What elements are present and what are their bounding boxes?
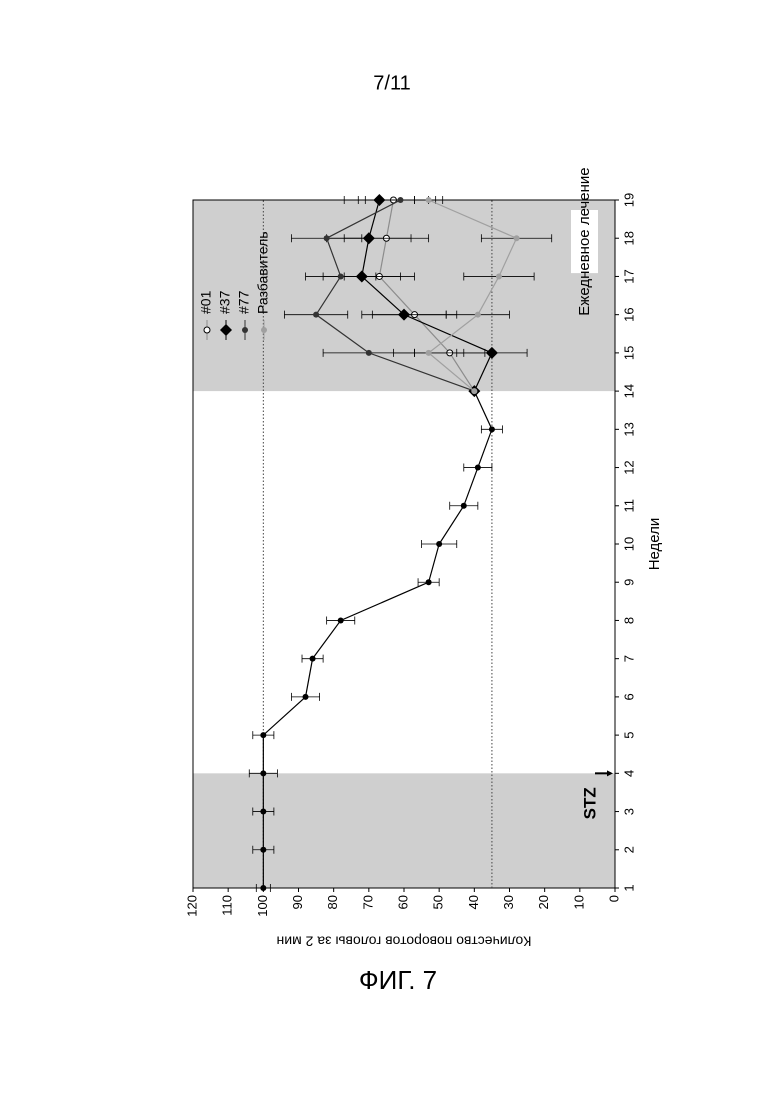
x-axis-title: Недели — [646, 518, 663, 571]
y-tick-label: 80 — [325, 895, 340, 909]
point — [310, 656, 316, 662]
point — [338, 273, 344, 279]
y-tick-label: 110 — [220, 895, 235, 916]
y-tick-label: 120 — [184, 895, 199, 917]
point — [260, 770, 266, 776]
x-tick-label: 5 — [621, 731, 636, 738]
point — [397, 197, 403, 203]
point — [475, 465, 481, 471]
x-tick-label: 7 — [621, 655, 636, 662]
point — [489, 426, 495, 432]
legend-marker — [242, 327, 248, 333]
y-tick-label: 70 — [360, 895, 375, 909]
x-tick-label: 18 — [621, 231, 636, 245]
legend-marker — [204, 327, 210, 333]
x-tick-label: 12 — [621, 460, 636, 474]
rotated-chart: 0102030405060708090100110120123456789101… — [184, 167, 663, 949]
x-tick-label: 13 — [621, 422, 636, 436]
annotation: STZ — [580, 787, 599, 819]
y-tick-label: 60 — [395, 895, 410, 909]
y-tick-label: 20 — [536, 895, 551, 909]
point — [366, 350, 372, 356]
point — [426, 350, 432, 356]
point — [475, 312, 481, 318]
point — [313, 312, 319, 318]
legend-label: #37 — [217, 290, 233, 314]
x-tick-label: 15 — [621, 346, 636, 360]
legend-label: Разбавитель — [255, 231, 271, 314]
point — [436, 541, 442, 547]
y-tick-label: 30 — [501, 895, 516, 909]
point — [461, 503, 467, 509]
x-tick-label: 3 — [621, 808, 636, 815]
region-label: Ежедневное лечение — [576, 167, 593, 315]
point — [260, 732, 266, 738]
x-tick-label: 8 — [621, 617, 636, 624]
x-tick-label: 1 — [621, 884, 636, 891]
point — [471, 388, 477, 394]
x-tick-label: 6 — [621, 693, 636, 700]
legend-label: #01 — [198, 290, 214, 314]
point — [303, 694, 309, 700]
y-tick-label: 10 — [571, 895, 586, 909]
legend-marker — [261, 327, 267, 333]
y-tick-label: 50 — [431, 895, 446, 909]
x-tick-label: 10 — [621, 537, 636, 551]
x-tick-label: 2 — [621, 846, 636, 853]
x-tick-label: 16 — [621, 307, 636, 321]
point — [260, 847, 266, 853]
legend-label: #77 — [236, 290, 252, 314]
point — [324, 235, 330, 241]
x-tick-label: 4 — [621, 770, 636, 777]
point — [496, 273, 502, 279]
page: 7/11 ФИГ. 7 0102030405060708090100110120… — [0, 0, 780, 1103]
point — [426, 197, 432, 203]
x-tick-label: 11 — [621, 499, 636, 513]
y-tick-label: 90 — [290, 895, 305, 909]
y-axis-title: Количество поворотов головы за 2 мин — [277, 933, 532, 949]
point — [260, 885, 266, 891]
x-tick-label: 19 — [621, 193, 636, 207]
figure-caption: ФИГ. 7 — [359, 965, 437, 995]
point — [514, 235, 520, 241]
point — [260, 809, 266, 815]
point — [426, 579, 432, 585]
y-tick-label: 100 — [255, 895, 270, 917]
x-tick-label: 9 — [621, 579, 636, 586]
page-number: 7/11 — [373, 72, 410, 94]
y-tick-label: 0 — [606, 895, 621, 902]
x-tick-label: 14 — [621, 384, 636, 398]
x-tick-label: 17 — [621, 269, 636, 283]
y-tick-label: 40 — [466, 895, 481, 909]
point — [338, 617, 344, 623]
shaded-region — [193, 773, 615, 888]
